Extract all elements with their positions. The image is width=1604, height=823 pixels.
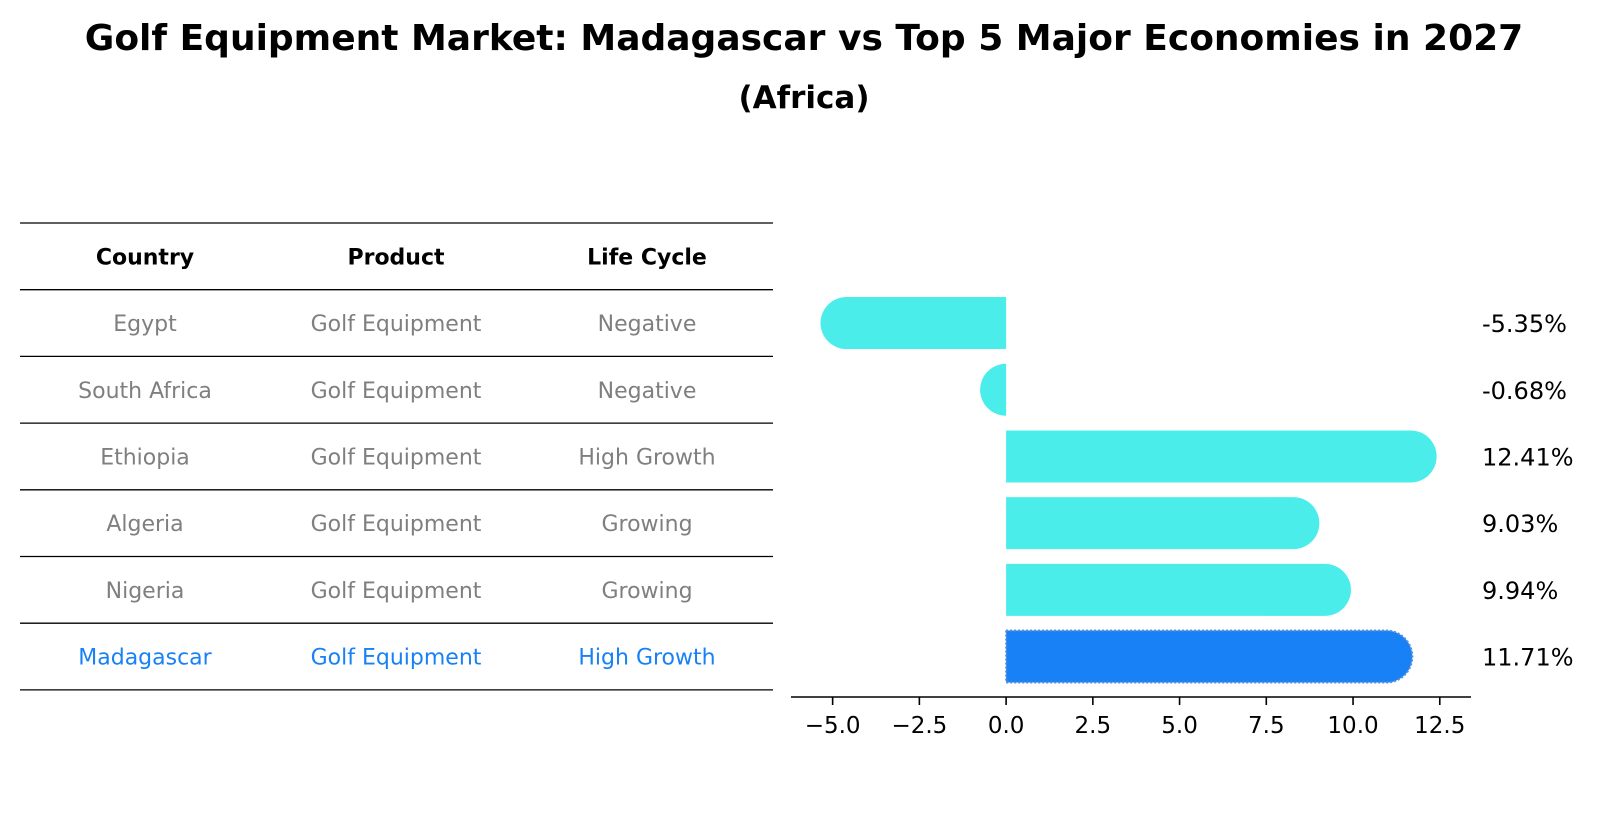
table-header-cell: Product <box>347 245 445 270</box>
table-cell-country: Algeria <box>106 512 183 537</box>
table-header-cell: Life Cycle <box>587 245 707 270</box>
bar-value-label: -0.68% <box>1482 377 1567 405</box>
bar-value-label: 9.94% <box>1482 577 1558 605</box>
bar-value-label: 9.03% <box>1482 510 1558 538</box>
bar-shape <box>1006 430 1437 483</box>
bar-shape <box>980 363 1007 416</box>
table-cell-product: Golf Equipment <box>311 646 482 671</box>
bar-nigeria <box>1006 563 1351 616</box>
bar-shape <box>1006 497 1320 550</box>
table-cell-product: Golf Equipment <box>311 312 482 337</box>
table-cell-product: Golf Equipment <box>311 512 482 537</box>
chart-subtitle: (Africa) <box>738 80 869 116</box>
bar-plot: -5.35% -0.68% 12.41% 9.03% 9.94% 11.71% −5.0 −2… <box>791 297 1574 739</box>
bar-shape <box>1006 563 1351 616</box>
x-tick-label: 12.5 <box>1414 713 1465 739</box>
bar-ethiopia <box>1006 430 1437 483</box>
bar-value-label: 12.41% <box>1482 443 1574 471</box>
table-cell-country: South Africa <box>78 379 212 404</box>
x-tick-label: 10.0 <box>1327 713 1378 739</box>
table-cell-country: Madagascar <box>78 646 212 671</box>
table-cell-life-cycle: High Growth <box>578 445 715 470</box>
data-table: Country Product Life Cycle Egypt Golf Equipm… <box>20 222 773 691</box>
bar-egypt <box>820 297 1007 350</box>
x-tick-label: 2.5 <box>1075 713 1112 739</box>
table-cell-life-cycle: Negative <box>598 379 697 404</box>
x-tick-label: −5.0 <box>805 713 861 739</box>
x-tick-label: −2.5 <box>891 713 947 739</box>
bar-shape <box>1005 629 1414 684</box>
bar-shape <box>820 297 1007 350</box>
table-cell-country: Egypt <box>113 312 177 337</box>
x-tick-label: 5.0 <box>1161 713 1198 739</box>
x-tick-label: 7.5 <box>1248 713 1285 739</box>
bar-value-label: -5.35% <box>1482 310 1567 338</box>
table-cell-product: Golf Equipment <box>311 379 482 404</box>
bar-value-label: 11.71% <box>1482 644 1574 672</box>
x-tick-label: 0.0 <box>988 713 1025 739</box>
table-cell-product: Golf Equipment <box>311 445 482 470</box>
chart-title: Golf Equipment Market: Madagascar vs Top… <box>85 18 1523 59</box>
bar-madagascar <box>1005 629 1414 684</box>
table-cell-country: Nigeria <box>106 579 185 604</box>
table-cell-life-cycle: Negative <box>598 312 697 337</box>
table-cell-life-cycle: Growing <box>601 512 692 537</box>
bar-south-africa <box>980 363 1007 416</box>
table-cell-life-cycle: High Growth <box>578 646 715 671</box>
table-header-cell: Country <box>96 245 194 270</box>
table-cell-country: Ethiopia <box>100 445 190 470</box>
bar-algeria <box>1006 497 1320 550</box>
table-cell-product: Golf Equipment <box>311 579 482 604</box>
table-cell-life-cycle: Growing <box>601 579 692 604</box>
